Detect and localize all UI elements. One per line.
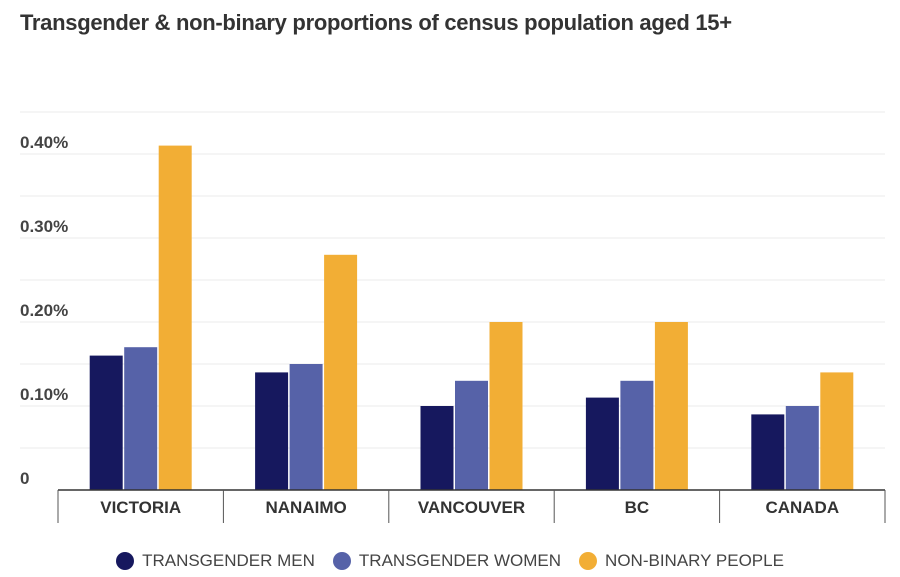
bar	[751, 414, 785, 490]
legend-item-transgender-men: TRANSGENDER MEN	[116, 551, 315, 571]
y-tick-label: 0.30%	[20, 217, 68, 236]
legend-item-non-binary-people: NON-BINARY PEOPLE	[579, 551, 784, 571]
bar	[420, 406, 454, 490]
bar-chart: 0 0.10% 0.20% 0.30% 0.40% VICTORIA NANAIMO VAN…	[20, 111, 886, 523]
y-tick-label: 0.20%	[20, 301, 68, 320]
bars	[89, 145, 854, 490]
bar	[489, 322, 523, 490]
y-axis: 0 0.10% 0.20% 0.30% 0.40%	[20, 133, 68, 488]
bar	[124, 347, 158, 490]
bar	[785, 406, 819, 490]
legend-swatch-non-binary-people	[579, 552, 598, 570]
legend: TRANSGENDER MEN TRANSGENDER WOMEN NON-BI…	[0, 551, 900, 571]
bar	[255, 372, 289, 490]
bar	[620, 380, 654, 490]
category-label: NANAIMO	[265, 498, 346, 517]
y-tick-label: 0	[20, 469, 29, 488]
bar	[654, 322, 688, 490]
category-label: CANADA	[765, 498, 839, 517]
bar	[289, 364, 323, 490]
bar	[455, 380, 488, 490]
legend-item-transgender-women: TRANSGENDER WOMEN	[332, 551, 562, 571]
bar	[820, 372, 854, 490]
legend-swatch-transgender-men	[116, 552, 135, 570]
legend-label-transgender-men: TRANSGENDER MEN	[142, 551, 315, 570]
category-label: VANCOUVER	[418, 498, 525, 517]
category-label: VICTORIA	[100, 498, 181, 517]
bar	[158, 145, 192, 490]
bar	[585, 397, 619, 490]
y-tick-label: 0.10%	[20, 385, 68, 404]
bar	[324, 254, 358, 490]
legend-swatch-transgender-women	[332, 552, 351, 570]
category-labels: VICTORIA NANAIMO VANCOUVER BC CANADA	[100, 498, 839, 517]
x-axis	[57, 489, 886, 523]
bar	[89, 355, 123, 490]
category-label: BC	[625, 498, 650, 517]
y-tick-label: 0.40%	[20, 133, 68, 152]
chart-title: Transgender & non-binary proportions of …	[20, 10, 732, 35]
legend-label-transgender-women: TRANSGENDER WOMEN	[358, 551, 562, 570]
legend-label-non-binary-people: NON-BINARY PEOPLE	[605, 551, 784, 570]
